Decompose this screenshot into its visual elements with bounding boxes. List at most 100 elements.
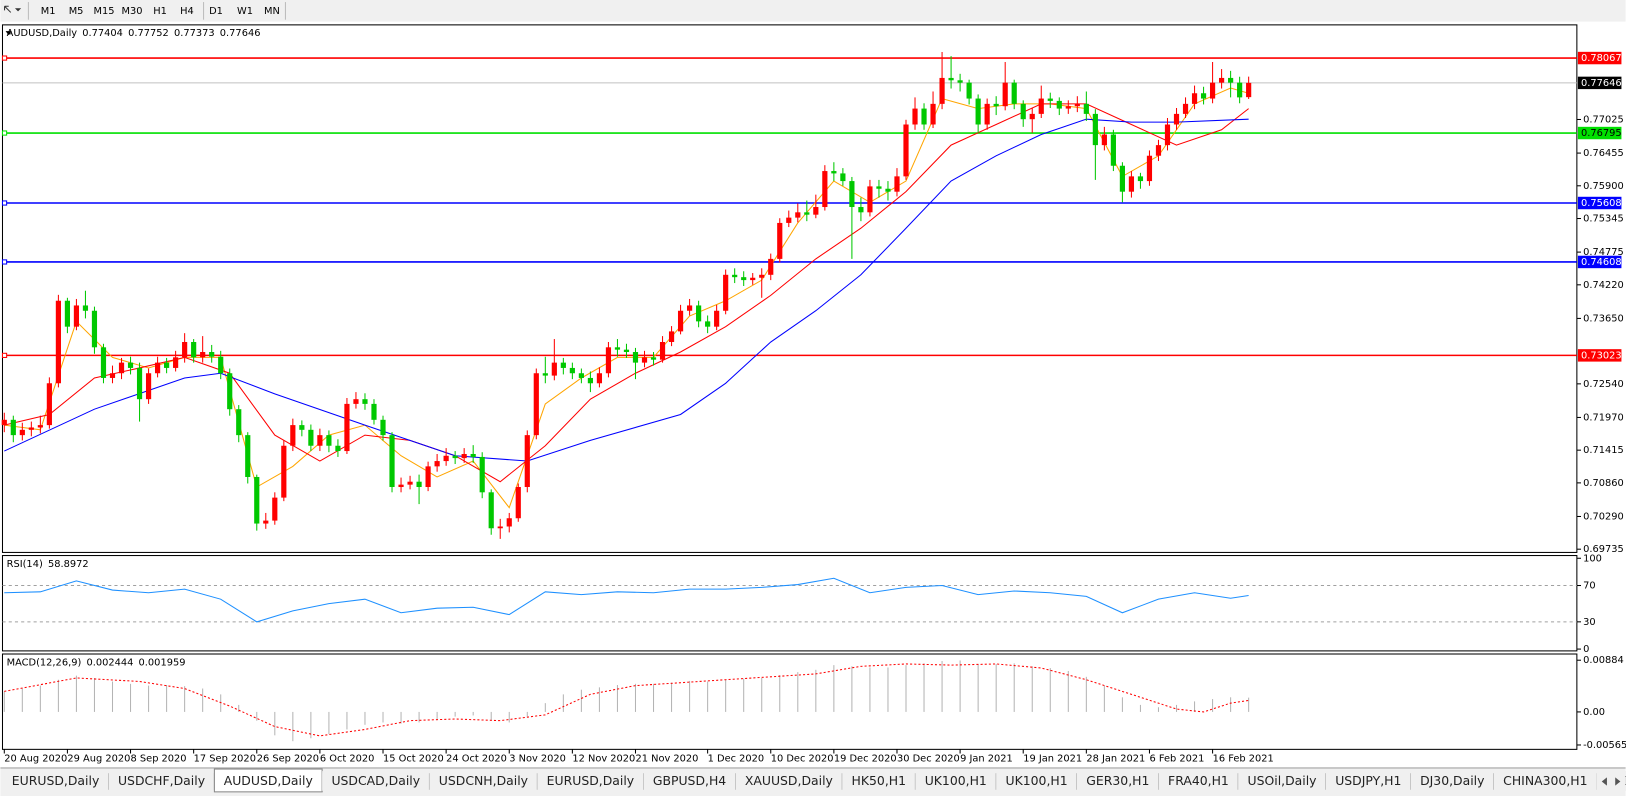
tab-scroll-left[interactable] bbox=[1601, 777, 1607, 786]
candle-body bbox=[55, 300, 61, 384]
rsi-line bbox=[4, 577, 1249, 623]
level-handle[interactable] bbox=[1, 200, 8, 206]
candle-body bbox=[948, 77, 954, 81]
tab[interactable] bbox=[322, 771, 430, 791]
candle-body bbox=[371, 403, 377, 420]
candle-body bbox=[506, 518, 512, 527]
tab[interactable] bbox=[1158, 771, 1239, 791]
tab-label[interactable]: UK100,H1 bbox=[1006, 773, 1068, 788]
candle-body bbox=[677, 310, 684, 332]
candle-body bbox=[118, 362, 125, 374]
tab[interactable] bbox=[1493, 771, 1597, 791]
candle-body bbox=[795, 212, 801, 218]
tab[interactable] bbox=[429, 771, 538, 791]
tab-label[interactable]: USDCHF,Daily bbox=[118, 773, 205, 788]
candle-body bbox=[903, 124, 909, 177]
tab-label[interactable]: EURUSD,Daily bbox=[12, 773, 99, 788]
tab[interactable] bbox=[1238, 771, 1326, 791]
candle-body bbox=[1164, 124, 1171, 146]
candle-body bbox=[164, 362, 170, 368]
tab[interactable] bbox=[108, 771, 215, 791]
timeframe-button[interactable]: D1 bbox=[209, 6, 223, 17]
collapse-icon[interactable] bbox=[5, 31, 12, 36]
dropdown-icon[interactable] bbox=[14, 8, 22, 12]
y-tick-label: 0.70860 bbox=[1583, 478, 1624, 489]
tab-label[interactable]: GER30,H1 bbox=[1086, 773, 1149, 788]
tab[interactable] bbox=[842, 771, 916, 791]
candle-body bbox=[686, 305, 693, 311]
tab-label[interactable]: DJ30,Daily bbox=[1420, 773, 1484, 788]
cursor-icon[interactable] bbox=[4, 5, 12, 13]
header-text: 0.002444 bbox=[86, 657, 133, 668]
tab[interactable] bbox=[1325, 771, 1411, 791]
tab-label[interactable]: GBPUSD,H4 bbox=[653, 773, 726, 788]
candle-body bbox=[91, 310, 98, 348]
candle-body bbox=[425, 466, 431, 488]
tab-label[interactable]: XAUUSD,Daily bbox=[745, 773, 833, 788]
tab[interactable] bbox=[1410, 771, 1494, 791]
tab-scroll-right[interactable] bbox=[1615, 777, 1621, 786]
tab-label[interactable]: USOil,Daily bbox=[1248, 773, 1317, 788]
y-tick-label: 0 bbox=[1583, 644, 1589, 655]
candle-body bbox=[1128, 176, 1135, 192]
timeframe-button[interactable]: M5 bbox=[69, 6, 84, 17]
timeframe-button[interactable]: H4 bbox=[180, 6, 194, 17]
tab-label[interactable]: UK100,H1 bbox=[925, 773, 987, 788]
candle-body bbox=[308, 429, 314, 446]
candle-body bbox=[659, 341, 666, 360]
tab[interactable] bbox=[537, 771, 644, 791]
tab-label[interactable]: FRA40,H1 bbox=[1168, 773, 1229, 788]
tab[interactable] bbox=[915, 771, 997, 791]
x-tick-label: 8 Sep 2020 bbox=[131, 754, 187, 765]
candle-body bbox=[380, 419, 386, 436]
candle-body bbox=[1047, 98, 1053, 101]
last-price-box bbox=[1577, 76, 1622, 90]
candle-body bbox=[1056, 100, 1062, 109]
timeframe-button[interactable]: H1 bbox=[153, 6, 167, 17]
tab-label[interactable]: AUDUSD,Daily bbox=[224, 773, 313, 788]
tab-label[interactable]: USDCAD,Daily bbox=[331, 773, 420, 788]
candle-body bbox=[587, 377, 593, 384]
tab-label[interactable]: CHINA300,H1 bbox=[1503, 773, 1587, 788]
candle-body bbox=[1, 419, 7, 426]
timeframe-button[interactable]: W1 bbox=[237, 6, 253, 17]
last-price-label: 0.77646 bbox=[1581, 78, 1622, 89]
candle-body bbox=[885, 188, 891, 192]
level-handle[interactable] bbox=[1, 352, 8, 358]
candle-body bbox=[1146, 155, 1153, 182]
timeframe-button[interactable]: M30 bbox=[122, 6, 143, 17]
header-text: 0.001959 bbox=[139, 657, 186, 668]
tab-label[interactable]: EURUSD,Daily bbox=[547, 773, 635, 788]
candle-body bbox=[1002, 82, 1008, 107]
level-label: 0.75608 bbox=[1581, 198, 1622, 209]
header-text: AUDUSD,Daily bbox=[7, 28, 78, 39]
tab[interactable] bbox=[735, 771, 843, 791]
candle-body bbox=[37, 425, 43, 428]
level-handle[interactable] bbox=[1, 55, 8, 61]
timeframe-button[interactable]: M15 bbox=[94, 6, 115, 17]
candle-body bbox=[398, 484, 404, 488]
level-handle[interactable] bbox=[1, 130, 8, 136]
x-tick-label: 19 Jan 2021 bbox=[1023, 754, 1082, 765]
candle-body bbox=[127, 362, 134, 368]
tab[interactable] bbox=[643, 771, 736, 791]
level-label: 0.74608 bbox=[1581, 257, 1622, 268]
header-text: 58.8972 bbox=[48, 559, 89, 570]
timeframe-button[interactable]: M1 bbox=[41, 6, 56, 17]
candle-body bbox=[1246, 82, 1252, 98]
y-tick-label: 0.69735 bbox=[1583, 544, 1624, 555]
timeframe-button[interactable]: MN bbox=[264, 6, 280, 17]
candle-body bbox=[434, 461, 440, 467]
x-tick-label: 1 Dec 2020 bbox=[708, 754, 765, 765]
tab[interactable] bbox=[996, 771, 1077, 791]
y-tick-label: 30 bbox=[1583, 617, 1596, 628]
tab-label[interactable]: USDJPY,H1 bbox=[1335, 773, 1401, 788]
x-tick-label: 3 Nov 2020 bbox=[509, 754, 566, 765]
tab-label[interactable]: USDCNH,Daily bbox=[439, 773, 528, 788]
level-handle[interactable] bbox=[1, 259, 8, 265]
tab-label[interactable]: HK50,H1 bbox=[852, 773, 907, 788]
tab[interactable] bbox=[2, 771, 109, 791]
candle-body bbox=[227, 373, 233, 410]
tab[interactable] bbox=[1076, 771, 1159, 791]
